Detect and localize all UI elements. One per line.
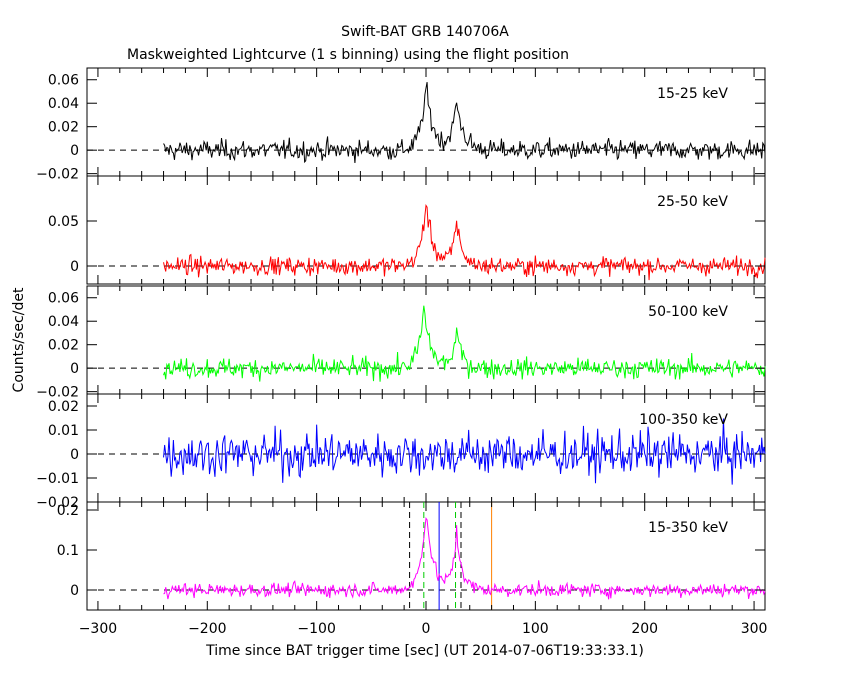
panel-frame (86, 67, 766, 177)
lightcurve-series (163, 516, 766, 600)
y-tick-label: −0.01 (36, 471, 79, 487)
panel-3: −0.02 0 0.02 0.04 0.06 50-100 keV (36, 285, 766, 401)
y-tick-label: 0.02 (48, 120, 79, 136)
panel-2: 0 0.05 25-50 keV (48, 175, 766, 285)
y-tick-label: 0 (70, 447, 79, 463)
x-tick-label: −200 (188, 621, 226, 637)
y-tick-label: 0.2 (57, 503, 79, 519)
lightcurve-series (163, 203, 766, 281)
panels-group: −0.02 0 0.02 0.04 0.06 15-25 keV 0 0.05 25-50 ke… (36, 67, 768, 637)
y-tick-label: 0.1 (57, 543, 79, 559)
y-tick-label: 0 (70, 259, 79, 275)
panel-energy-label: 15-25 keV (657, 86, 728, 102)
y-tick-label: 0 (70, 583, 79, 599)
x-axis-label: Time since BAT trigger time [sec] (UT 20… (205, 643, 644, 659)
lightcurve-series (163, 82, 766, 164)
y-axis-label: Counts/sec/det (11, 287, 27, 392)
y-tick-label: 0 (70, 361, 79, 377)
panel-energy-label: 100-350 keV (639, 412, 728, 428)
panel-5: 0 0.1 0.2 15-350 keV (57, 501, 766, 611)
y-tick-label: −0.02 (36, 495, 79, 511)
x-tick-label: 0 (422, 621, 431, 637)
panel-energy-label: 15-350 keV (648, 520, 728, 536)
figure-subtitle: Maskweighted Lightcurve (1 s binning) us… (127, 47, 569, 63)
panel-1: −0.02 0 0.02 0.04 0.06 15-25 keV (36, 67, 766, 183)
y-tick-label: 0.06 (48, 73, 79, 89)
panel-4: −0.02 −0.01 0 0.01 0.02 100-350 keV (36, 393, 766, 511)
x-tick-label: −300 (79, 621, 117, 637)
x-tick-label: −100 (297, 621, 335, 637)
panel-frame (86, 285, 766, 395)
y-tick-label: 0.04 (48, 314, 79, 330)
y-tick-label: 0.02 (48, 338, 79, 354)
y-tick-label: −0.02 (36, 385, 79, 401)
y-tick-label: −0.02 (36, 167, 79, 183)
x-tick-label: 300 (741, 621, 768, 637)
figure-title: Swift-BAT GRB 140706A (341, 24, 509, 40)
y-tick-label: 0.05 (48, 214, 79, 230)
y-tick-label: 0 (70, 143, 79, 159)
x-tick-label: 100 (522, 621, 549, 637)
lightcurve-series (163, 305, 766, 382)
y-tick-label: 0.01 (48, 423, 79, 439)
y-tick-label: 0.02 (48, 399, 79, 415)
y-tick-label: 0.04 (48, 96, 79, 112)
panel-energy-label: 25-50 keV (657, 194, 728, 210)
panel-energy-label: 50-100 keV (648, 304, 728, 320)
y-tick-label: 0.06 (48, 291, 79, 307)
x-tick-label: 200 (631, 621, 658, 637)
lightcurve-series (163, 418, 766, 485)
